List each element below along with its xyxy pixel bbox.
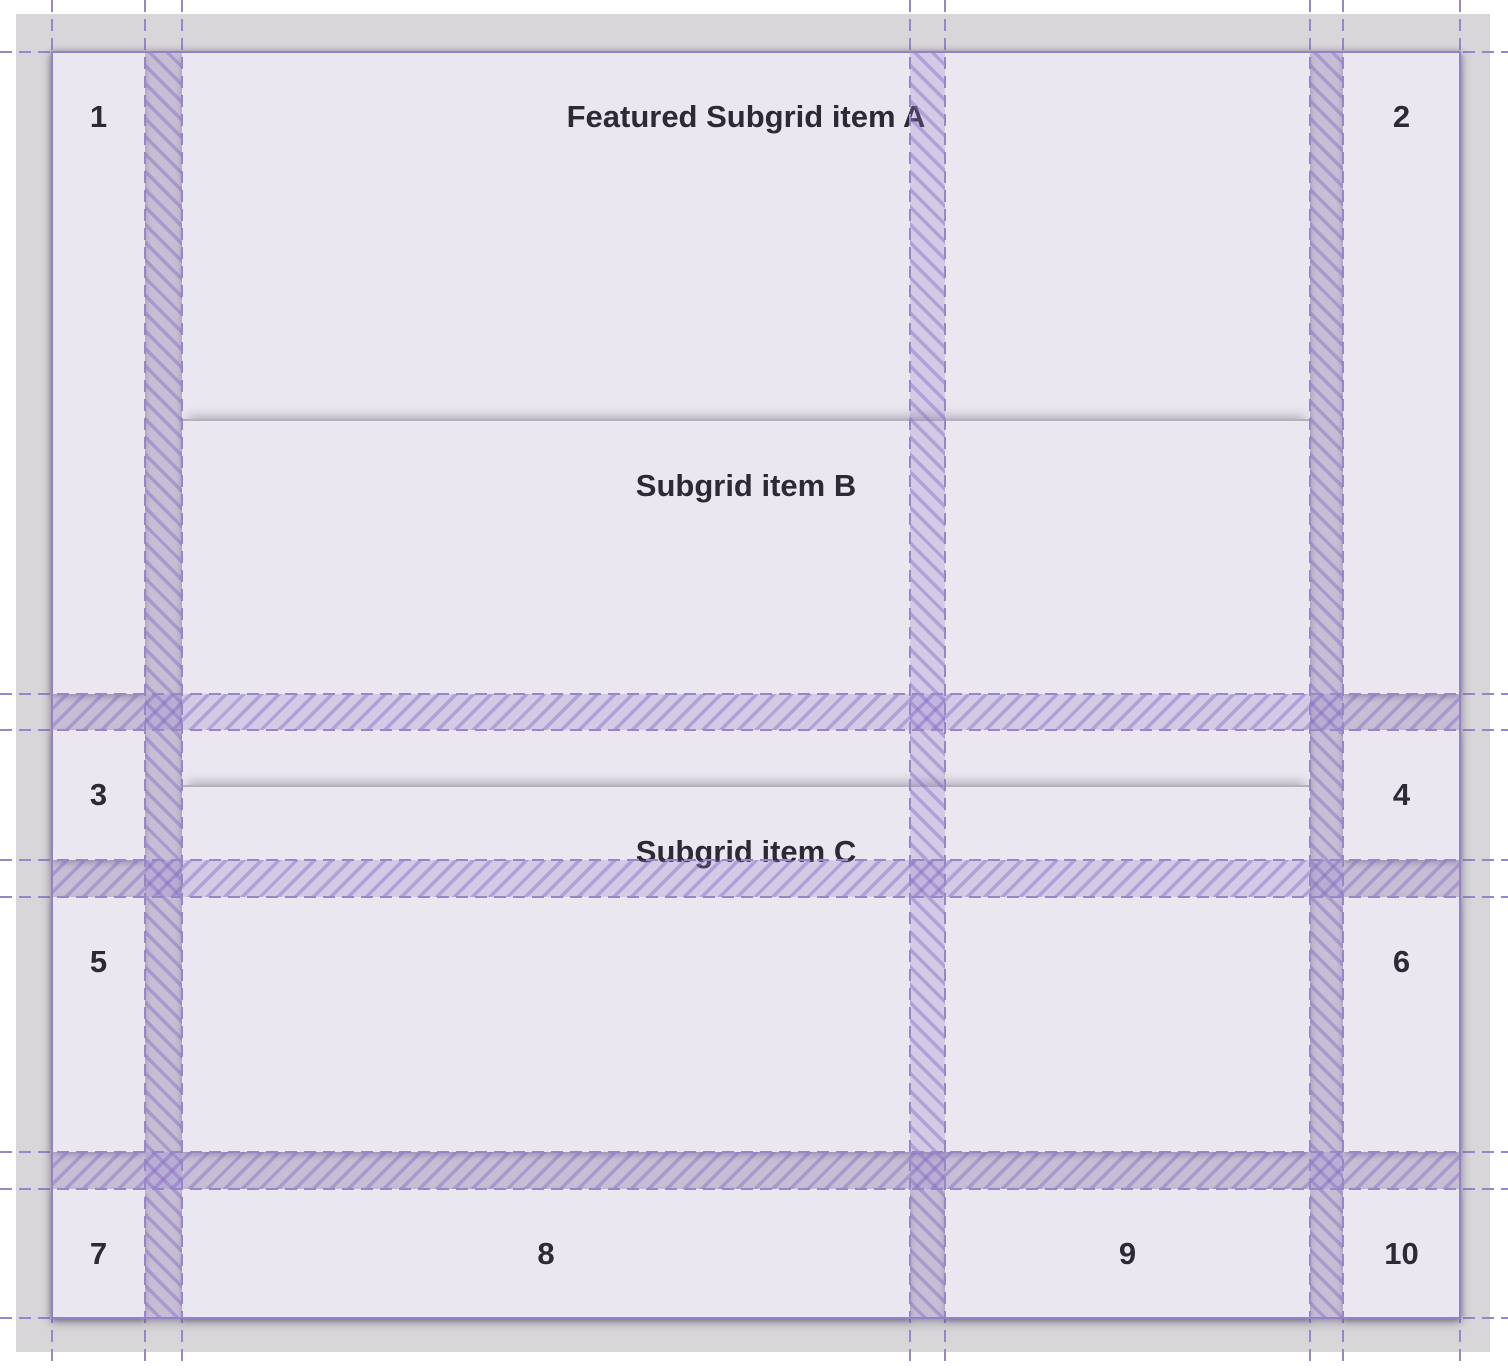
grid-item-3: 3 [52,730,145,860]
subgrid-item-b: Subgrid item B [182,419,1310,785]
grid-item-6: 6 [1343,897,1460,1152]
row-gap-band [52,860,1460,897]
grid-item-label: 10 [1384,1236,1419,1271]
grid-item-label: 5 [89,944,108,979]
row-gap-band [52,694,1460,730]
grid-item-label: 2 [1392,99,1411,134]
grid-item-7: 7 [52,1189,145,1318]
grid-item-label: 3 [89,777,108,812]
subgrid-item-label: Subgrid item B [635,468,857,503]
grid-item-4: 4 [1343,730,1460,860]
grid-item-8: 8 [182,1189,910,1318]
subgrid-item-label: Subgrid item C [635,834,857,869]
grid-item-label: 9 [1118,1236,1137,1271]
subgrid-container: Featured Subgrid item A Subgrid item B S… [182,52,1310,1152]
grid-item-label: 4 [1392,777,1411,812]
grid-item-label: 6 [1392,944,1411,979]
column-gap-band [1310,52,1343,1318]
grid-item-1: 1 [52,52,145,694]
grid-item-label: 1 [89,99,108,134]
grid-item-label: 8 [537,1236,555,1271]
subgrid-item-c: Subgrid item C [182,785,1310,1152]
column-gap-band [910,52,945,1318]
grid-item-2: 2 [1343,52,1460,694]
grid-item-10: 10 [1343,1189,1460,1318]
row-gap-band [52,1152,1460,1189]
grid-item-9: 9 [945,1189,1310,1318]
subgrid-item-label: Featured Subgrid item A [566,99,926,134]
grid-item-5: 5 [52,897,145,1152]
grid-item-label: 7 [89,1236,108,1271]
subgrid-item-a: Featured Subgrid item A [182,52,1310,419]
column-gap-band [145,52,182,1318]
